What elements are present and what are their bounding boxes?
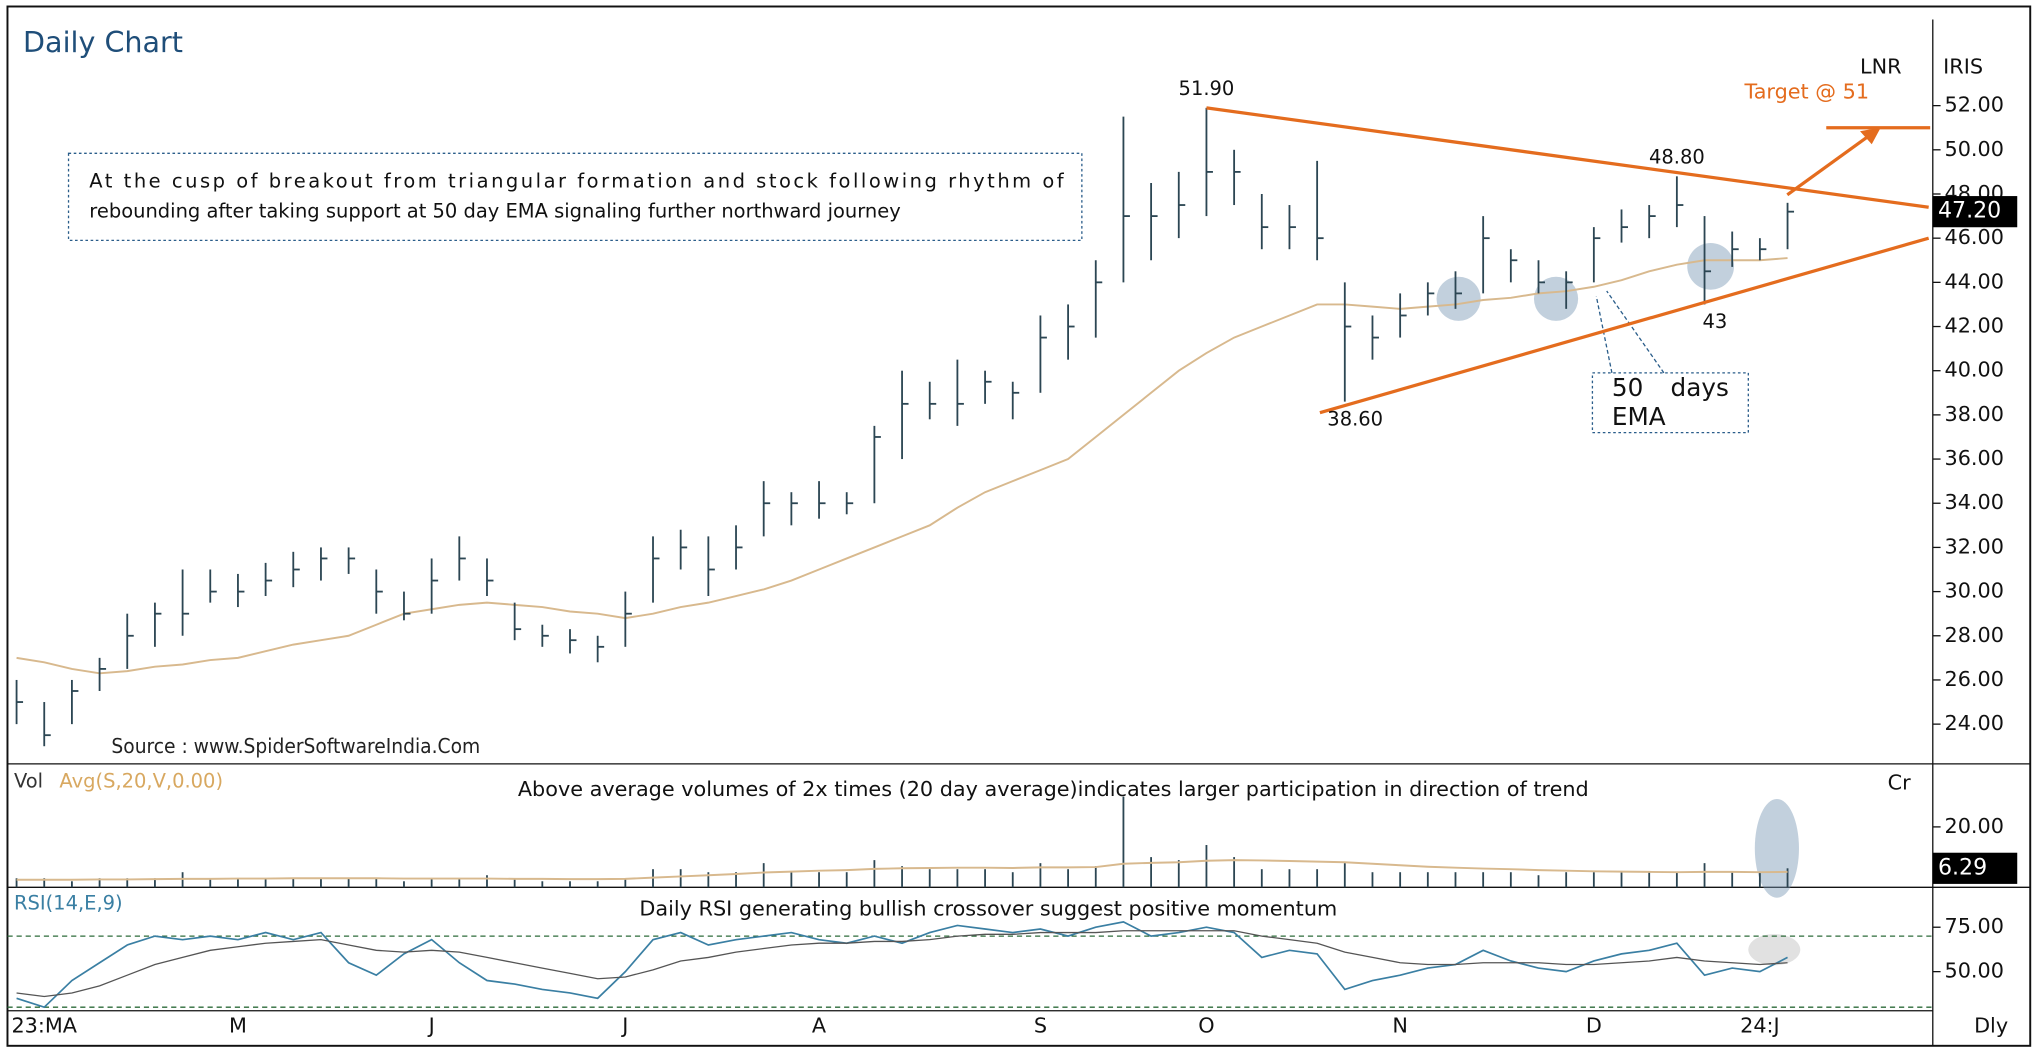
note-line: rebounding after taking support at 50 da… <box>89 199 900 222</box>
y-tick-label: 24.00 <box>1944 711 2003 735</box>
y-tick-label: 42.00 <box>1944 314 2003 338</box>
price-annotation: 38.60 <box>1327 407 1383 430</box>
x-tick-label: O <box>1198 1013 1214 1037</box>
ema-label: 50 days EMA <box>1611 374 1729 432</box>
price-annotation: 48.80 <box>1649 146 1705 169</box>
ema-callout <box>1591 372 1749 434</box>
rsi-note: Daily RSI generating bullish crossover s… <box>639 896 1337 920</box>
x-tick-label: J <box>620 1013 628 1037</box>
last-price-box <box>1932 196 2018 228</box>
source: Source : www.SpiderSoftwareIndia.Com <box>111 734 480 758</box>
x-tick-label: 23:MA <box>11 1013 77 1037</box>
callout-pointer <box>1606 290 1665 374</box>
y-tick-label: 36.00 <box>1944 446 2003 470</box>
highlight <box>1748 934 1801 966</box>
note-line: At the cusp of breakout from triangular … <box>89 169 1064 192</box>
y-tick-label: 28.00 <box>1944 623 2003 647</box>
y-tick-label: 50.00 <box>1944 959 2003 983</box>
line <box>16 921 1788 1009</box>
x-tick-label: J <box>427 1013 435 1037</box>
volume-label: Vol <box>14 770 43 793</box>
y-tick-label: 30.00 <box>1944 579 2003 603</box>
provider: IRIS <box>1943 55 1983 79</box>
price-annotation: 51.90 <box>1179 77 1235 100</box>
arrow-head <box>1860 127 1881 145</box>
y-tick-label: 40.00 <box>1944 358 2003 382</box>
target-arrow <box>1786 132 1873 197</box>
period: Dly <box>1974 1013 2008 1037</box>
highlight <box>1436 276 1481 321</box>
trendline <box>1319 236 1930 415</box>
volume-unit: Cr <box>1888 770 1911 794</box>
y-tick-label: 32.00 <box>1944 534 2003 558</box>
price-annotation: 43 <box>1703 310 1728 333</box>
highlight <box>1754 798 1799 898</box>
y-tick-label: 52.00 <box>1944 93 2003 117</box>
y-tick-label: 50.00 <box>1944 137 2003 161</box>
callout-pointer <box>1595 296 1613 373</box>
note-box <box>67 152 1083 241</box>
y-tick-label: 46.00 <box>1944 225 2003 249</box>
x-tick-label: A <box>812 1013 827 1037</box>
frame <box>6 5 2032 1047</box>
symbol: LNR <box>1860 55 1902 79</box>
y-tick-label: 34.00 <box>1944 490 2003 514</box>
line <box>16 930 1788 998</box>
y-tick-label: 44.00 <box>1944 269 2003 293</box>
x-tick-label: M <box>229 1013 247 1037</box>
legend-avg: Avg(S,20,V,0.00) <box>59 770 223 793</box>
x-tick-label: S <box>1034 1013 1047 1037</box>
target-label: Target @ 51 <box>1743 80 1869 104</box>
last-volume-label: 6.29 <box>1938 855 1987 880</box>
y-tick-label: 38.00 <box>1944 402 2003 426</box>
highlight <box>1533 276 1579 321</box>
trendline <box>1206 106 1929 209</box>
highlight <box>1687 242 1735 290</box>
x-tick-label: N <box>1392 1013 1408 1037</box>
rsi-label: RSI(14,E,9) <box>14 892 123 915</box>
last-volume-box <box>1932 852 2018 884</box>
x-tick-label: 24:J <box>1740 1013 1780 1037</box>
y-tick-label: 20.00 <box>1944 814 2003 838</box>
chart-title: Daily Chart <box>23 25 183 59</box>
y-tick-label: 26.00 <box>1944 667 2003 691</box>
volume-note: Above average volumes of 2x times (20 da… <box>518 777 1589 801</box>
last-price-label: 47.20 <box>1938 199 2001 224</box>
line <box>16 859 1788 881</box>
line <box>16 257 1788 675</box>
y-tick-label: 75.00 <box>1944 914 2003 938</box>
x-tick-label: D <box>1586 1013 1602 1037</box>
ema-callout-text: 50 days EMA <box>1611 374 1729 432</box>
